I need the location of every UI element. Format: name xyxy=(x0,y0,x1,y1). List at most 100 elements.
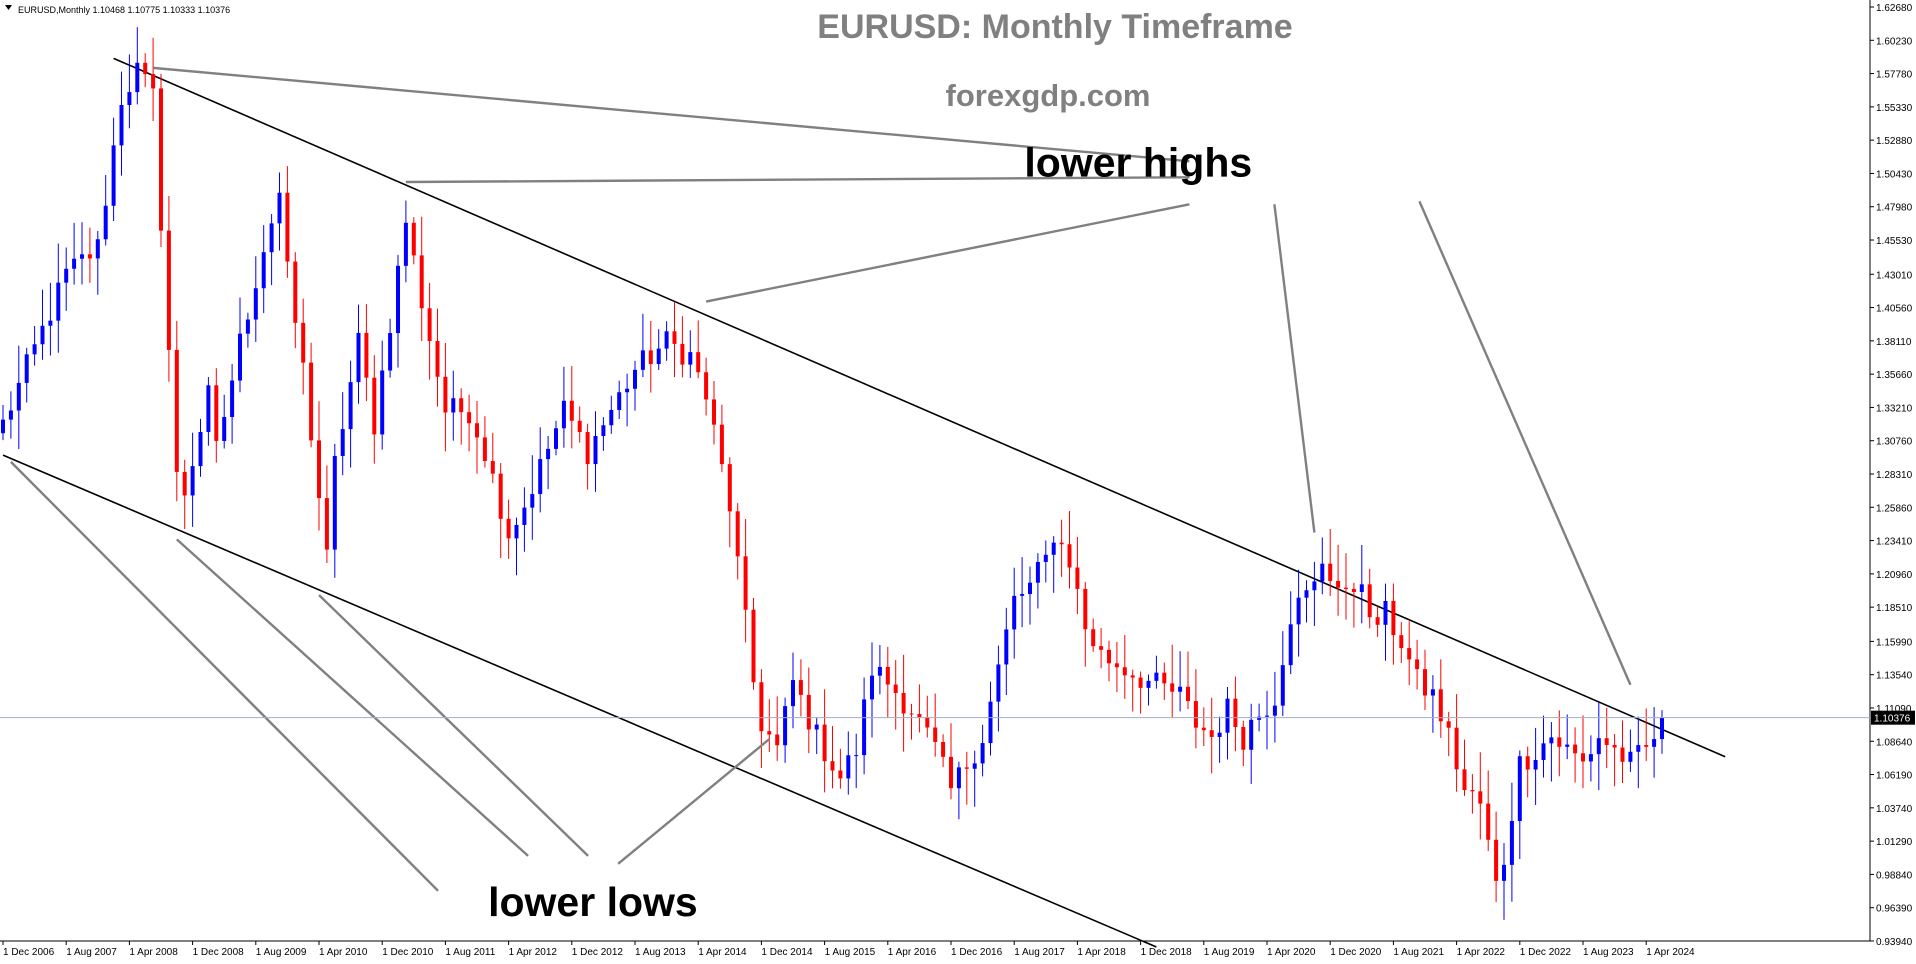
candle xyxy=(340,392,345,476)
candle-body xyxy=(1233,698,1238,728)
candle-body xyxy=(1225,698,1230,733)
candle-body xyxy=(1304,590,1309,598)
candle-body xyxy=(640,350,645,370)
candle xyxy=(791,652,795,729)
candle xyxy=(1446,711,1451,757)
candle-body xyxy=(166,230,171,350)
candle-body xyxy=(324,498,329,550)
candle-body xyxy=(704,372,709,400)
candle xyxy=(1344,553,1348,620)
candle-body xyxy=(870,675,874,700)
candle xyxy=(870,642,874,738)
candle-body xyxy=(1209,730,1214,737)
candle-body xyxy=(48,320,53,326)
candle-body xyxy=(1367,584,1372,618)
candle xyxy=(1533,727,1538,805)
candle-body xyxy=(1,419,5,434)
candle xyxy=(577,406,582,443)
candle xyxy=(1162,662,1167,700)
candle xyxy=(601,417,606,451)
candle xyxy=(214,368,219,463)
price-tick-label: 1.62680 xyxy=(1876,3,1913,14)
candle-body xyxy=(775,734,780,746)
candle-body xyxy=(443,376,448,413)
candle-body xyxy=(672,331,677,344)
candle-body xyxy=(1075,567,1080,589)
candle-body xyxy=(301,322,306,363)
time-tick-label: 1 Dec 2022 xyxy=(1520,947,1572,958)
candle-body xyxy=(127,92,132,105)
candle xyxy=(309,342,314,448)
candle xyxy=(1557,710,1562,777)
candle xyxy=(1494,811,1499,903)
candle-body xyxy=(87,254,92,259)
candle-body xyxy=(956,767,961,789)
candle-body xyxy=(964,767,969,769)
price-tick-label: 1.40560 xyxy=(1876,304,1913,315)
chart-subtitle: forexgdp.com xyxy=(946,78,1151,113)
candle xyxy=(317,401,321,531)
annotation-arrow xyxy=(1273,204,1316,533)
price-tick-label: 1.43010 xyxy=(1876,270,1913,281)
candle xyxy=(1525,746,1530,798)
time-tick-label: 1 Apr 2010 xyxy=(319,947,368,958)
candle xyxy=(1423,649,1427,711)
annotation-lower-lows: lower lows xyxy=(488,879,698,925)
candle-body xyxy=(1020,594,1025,596)
candle xyxy=(877,644,882,695)
time-tick-label: 1 Aug 2021 xyxy=(1393,947,1444,958)
chart-title: EURUSD: Monthly Timeframe xyxy=(817,8,1292,46)
price-tick-label: 1.01290 xyxy=(1876,837,1913,848)
candle xyxy=(822,689,827,793)
candle-body xyxy=(822,724,827,762)
candle xyxy=(1099,627,1104,669)
candle-body xyxy=(743,556,748,610)
candles-layer xyxy=(1,27,1664,920)
candle-body xyxy=(759,682,764,732)
candle-body xyxy=(696,352,701,373)
candle xyxy=(783,697,788,763)
candle-body xyxy=(332,455,337,550)
candle xyxy=(72,222,77,285)
candle xyxy=(1233,676,1238,752)
candle xyxy=(222,394,227,449)
candle xyxy=(269,214,274,286)
candle xyxy=(909,703,914,740)
candle xyxy=(253,256,258,342)
candle xyxy=(1241,720,1246,767)
candle-body xyxy=(1320,563,1325,582)
candle-body xyxy=(380,370,385,435)
candle xyxy=(1091,618,1096,652)
candle xyxy=(862,677,867,775)
candle-body xyxy=(1083,588,1088,630)
candle-body xyxy=(459,398,464,413)
annotation-arrow xyxy=(175,538,529,857)
time-tick-label: 1 Dec 2014 xyxy=(761,947,813,958)
candle-body xyxy=(245,319,250,334)
candle-body xyxy=(798,680,803,695)
candle xyxy=(1415,639,1420,690)
candle xyxy=(775,696,780,761)
price-tick-label: 1.45530 xyxy=(1876,236,1913,247)
candle-body xyxy=(1517,756,1522,821)
time-tick-label: 1 Aug 2019 xyxy=(1204,947,1255,958)
time-tick-label: 1 Dec 2008 xyxy=(193,947,245,958)
candle-body xyxy=(182,471,187,496)
candle-body xyxy=(1407,648,1412,660)
candle-body xyxy=(1446,721,1451,728)
candle xyxy=(798,659,803,717)
candle xyxy=(1407,621,1412,686)
candle xyxy=(490,432,495,484)
time-tick-label: 1 Apr 2018 xyxy=(1077,947,1126,958)
annotation-arrow xyxy=(318,594,589,857)
candle-body xyxy=(1399,635,1404,649)
candle-body xyxy=(1257,716,1262,720)
candle xyxy=(301,298,306,395)
candle xyxy=(80,222,84,285)
candle-body xyxy=(356,332,361,383)
candle-body xyxy=(783,706,788,746)
candle-body xyxy=(1201,727,1206,731)
candle-body xyxy=(1604,738,1609,745)
candle xyxy=(1620,720,1625,783)
candle xyxy=(332,443,337,578)
